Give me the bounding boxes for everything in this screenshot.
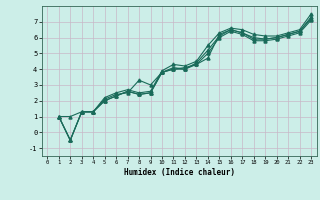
X-axis label: Humidex (Indice chaleur): Humidex (Indice chaleur) — [124, 168, 235, 177]
